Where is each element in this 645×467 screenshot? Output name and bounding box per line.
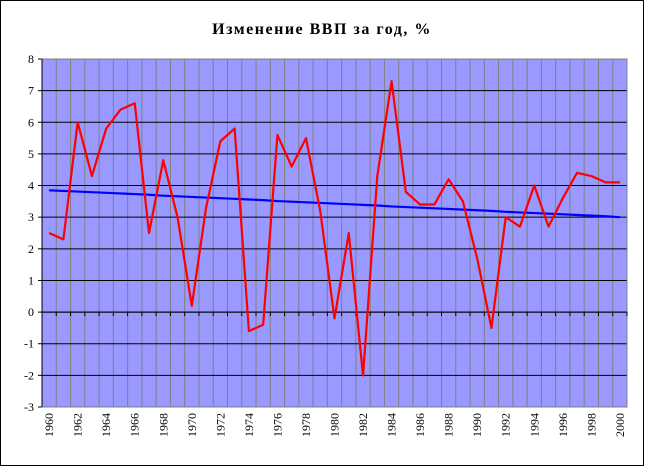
x-tick-label: 1966 [128,413,142,437]
y-tick-label: 6 [28,115,34,129]
x-tick-label: 1992 [499,413,513,437]
x-tick-label: 1986 [413,413,427,437]
x-tick-label: 1998 [584,413,598,437]
x-tick-label: 1980 [328,413,342,437]
y-tick-label: 2 [28,242,34,256]
y-tick-label: 7 [28,84,34,98]
plot-area [42,59,627,407]
series-line [48,80,620,377]
x-tick-label: 2000 [613,413,627,437]
x-tick-label: 1994 [527,413,541,437]
x-tick-label: 1962 [71,413,85,437]
x-tick-label: 1978 [299,413,313,437]
x-tick-label: 1984 [385,413,399,437]
x-tick-label: 1970 [185,413,199,437]
x-tick-label: 1960 [42,413,56,437]
x-tick-label: 1976 [270,413,284,437]
x-tick-label: 1974 [242,413,256,437]
x-tick-label: 1990 [470,413,484,437]
y-tick-label: 5 [28,147,34,161]
x-tick-label: 1972 [213,413,227,437]
y-tick-label: -2 [24,368,34,382]
x-tick-label: 1982 [356,413,370,437]
y-tick-label: 4 [28,179,34,193]
x-tick-label: 1988 [442,413,456,437]
y-tick-label: 8 [28,52,34,66]
x-tick-label: 1968 [156,413,170,437]
y-tick-label: 0 [28,305,34,319]
x-tick-label: 1964 [99,413,113,437]
chart-title: Изменение ВВП за год, % [212,21,432,38]
y-tick-label: -1 [24,337,34,351]
x-tick-label: 1996 [556,413,570,437]
y-tick-label: 3 [28,210,34,224]
y-tick-label: -3 [24,400,34,414]
y-tick-label: 1 [28,273,34,287]
